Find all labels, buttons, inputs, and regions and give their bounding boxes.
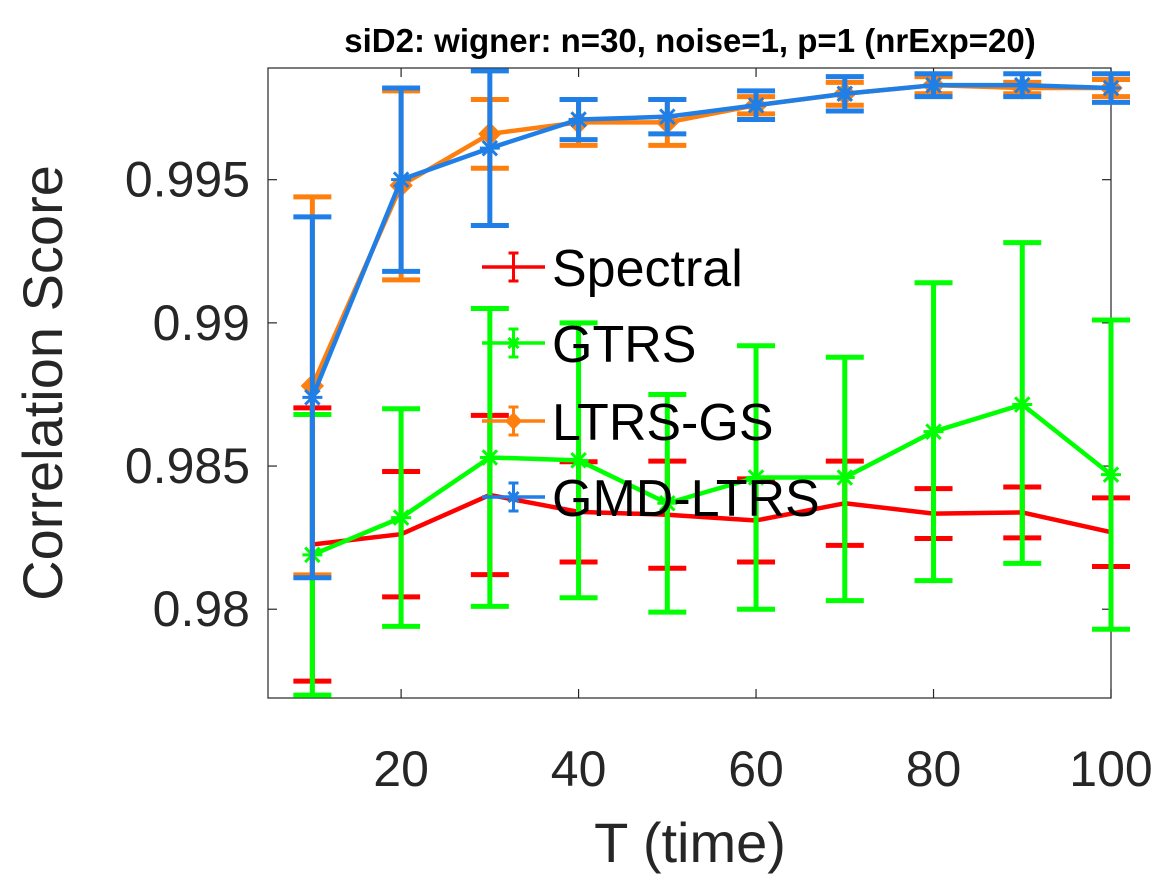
legend-item-gtrs: GTRS (482, 316, 696, 374)
series-line (311, 402, 1113, 557)
data-point (923, 421, 944, 442)
data-point (391, 169, 412, 190)
legend-marker (506, 490, 521, 504)
data-point (479, 447, 500, 468)
data-point (834, 83, 855, 104)
legend-label: GTRS (552, 316, 696, 374)
legend-label: Spectral (552, 240, 743, 298)
y-tick-label: 0.985 (125, 438, 250, 494)
chart-title: siD2: wigner: n=30, noise=1, p=1 (nrExp=… (344, 22, 1035, 59)
series-layer (293, 68, 1130, 698)
x-tick-label: 60 (728, 741, 784, 797)
legend-label: GMD-LTRS (552, 470, 820, 528)
y-tick-label: 0.995 (125, 152, 250, 208)
y-axis-label: Correlation Score (11, 165, 74, 601)
data-point (568, 450, 589, 471)
data-point (834, 467, 855, 488)
data-point (568, 109, 589, 130)
data-point (1012, 394, 1033, 415)
data-point (302, 387, 323, 408)
legend: Spectral GTRS LTRS-GS GMD-LTRS (482, 240, 820, 528)
data-point (746, 467, 767, 488)
legend-marker (506, 336, 521, 350)
data-point (657, 106, 678, 127)
x-axis: 20 40 60 80 100 (373, 68, 1153, 797)
series-gmd-ltrs (293, 68, 1130, 581)
data-point (923, 75, 944, 96)
series-line (312, 492, 1112, 547)
data-point (391, 507, 412, 528)
plot-area (267, 67, 1112, 699)
legend-item-gmd-ltrs: GMD-LTRS (482, 470, 820, 528)
x-tick-label: 80 (906, 741, 962, 797)
legend-item-spectral: Spectral (482, 240, 743, 298)
x-axis-label: T (time) (594, 811, 786, 874)
legend-item-ltrs-gs: LTRS-GS (482, 394, 774, 452)
data-point (1101, 78, 1121, 99)
x-tick-label: 40 (551, 741, 607, 797)
y-axis: 0.98 0.985 0.99 0.995 (125, 152, 1111, 637)
series-line (310, 82, 1112, 399)
x-tick-label: 20 (373, 741, 429, 797)
legend-label: LTRS-GS (552, 394, 774, 452)
x-tick-label: 100 (1069, 741, 1152, 797)
data-point (746, 95, 767, 116)
data-point (1012, 75, 1033, 96)
y-tick-label: 0.99 (153, 295, 250, 351)
data-point (657, 493, 678, 514)
y-tick-label: 0.98 (153, 581, 250, 637)
data-point (1101, 464, 1121, 485)
legend-marker (504, 412, 523, 430)
data-point (479, 138, 500, 159)
